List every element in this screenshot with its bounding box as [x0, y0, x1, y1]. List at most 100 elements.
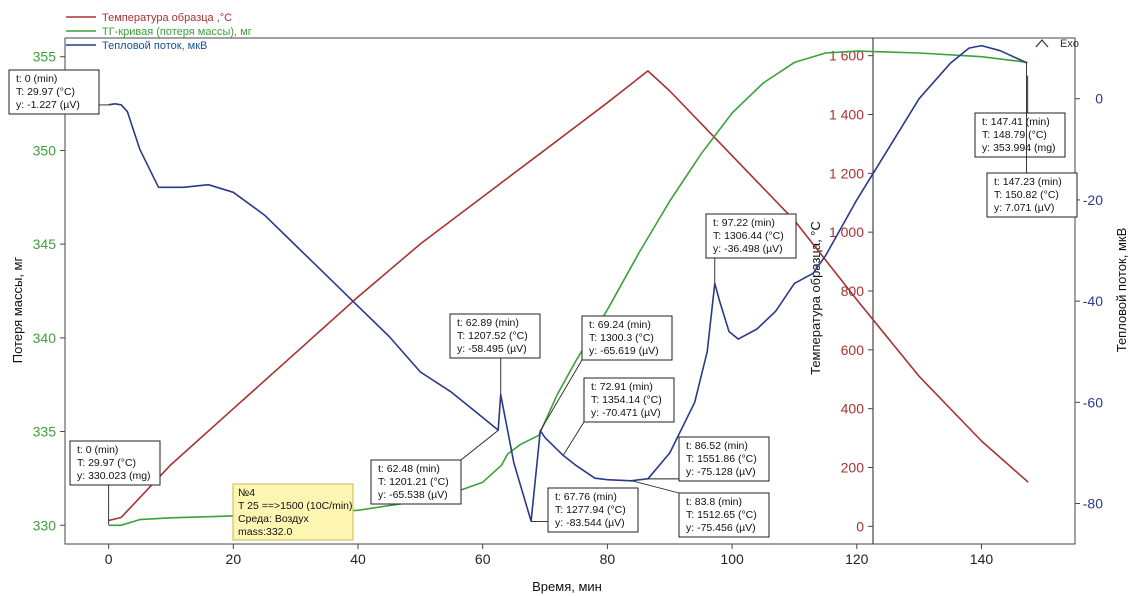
x-axis-title: Время, мин [532, 579, 602, 594]
annotation-box [449, 313, 541, 359]
info-box-frame [232, 483, 354, 541]
annotation-text: T: 29.97 (°C) [77, 457, 136, 469]
series-layer [108, 44, 1029, 527]
info-line-1: №4 [238, 487, 255, 499]
info-box: №4 T 25 ==>1500 (10C/min) Среда: Воздух … [232, 483, 354, 541]
annotation-text: T: 1512.65 (°C) [686, 509, 757, 521]
annotation-text: y: -65.538 (µV) [378, 489, 448, 501]
annotation-leader [539, 359, 583, 431]
annotation-box [370, 459, 462, 505]
exo-arrow-icon [1035, 39, 1049, 48]
mass-axis-title: Потеря массы, мг [10, 257, 25, 364]
annotation-text: T: 1306.44 (°C) [713, 230, 784, 242]
annotation-text: y: 330.023 (mg) [77, 470, 151, 482]
x-tick-label: 40 [350, 551, 366, 567]
plot-frame [64, 37, 1076, 545]
annotation-text: t: 0 (min) [16, 73, 57, 85]
legend-label-temperature: Температура образца ,°C [102, 12, 232, 24]
annotation-box [705, 213, 797, 259]
flow-tick-label: -80 [1083, 496, 1103, 512]
flow-tick-label: -40 [1083, 293, 1103, 309]
info-line-4: mass:332.0 [238, 526, 292, 538]
annotation-box [547, 487, 639, 533]
temp-tick-label: 1 000 [829, 224, 864, 240]
flow-tick-label: -60 [1083, 394, 1103, 410]
annotation-text: T: 1300.3 (°C) [589, 332, 654, 344]
exo-indicator: Exo [1035, 38, 1079, 50]
annotation-box [974, 112, 1066, 158]
mass-tick-label: 340 [33, 330, 57, 346]
annotation-text: t: 69.24 (min) [589, 319, 651, 331]
mass-tick-label: 330 [33, 517, 57, 533]
mass-axis-ticks: 330 335 340 345 350 355 [33, 49, 65, 533]
annotation-box [8, 69, 100, 115]
info-line-3: Среда: Воздух [238, 513, 310, 525]
annotation-text: y: -75.456 (µV) [686, 522, 756, 534]
sample-temperature-line [108, 70, 1029, 522]
temp-tick-label: 200 [841, 460, 865, 476]
x-tick-label: 120 [845, 551, 869, 567]
annotation-text: t: 86.52 (min) [686, 440, 748, 452]
legend-label-tg: ТГ-кривая (потеря массы), мг [102, 26, 252, 38]
annotation-text: t: 83.8 (min) [686, 496, 742, 508]
annotation-text: y: -65.619 (µV) [589, 345, 659, 357]
legend: Температура образца ,°C ТГ-кривая (потер… [66, 12, 252, 52]
x-tick-label: 0 [105, 551, 113, 567]
mass-tick-label: 355 [33, 49, 57, 65]
annotation-text: t: 62.48 (min) [378, 463, 440, 475]
annotation-box [69, 440, 161, 486]
annotation-text: y: 7.071 (µV) [994, 202, 1054, 214]
temp-axis-ticks: 0 200 400 600 800 1 000 1 200 1 400 1 600 [829, 48, 873, 534]
flow-tick-label: 0 [1095, 91, 1103, 107]
annotation-text: T: 148.79 (°C) [982, 129, 1047, 141]
annotation-text: t: 72.91 (min) [591, 381, 653, 393]
temp-tick-label: 1 200 [829, 165, 864, 181]
mass-tick-label: 345 [33, 236, 57, 252]
temp-tick-label: 800 [841, 283, 865, 299]
flow-axis-title: Тепловой поток, мкВ [1114, 228, 1129, 353]
annotation-text: t: 97.22 (min) [713, 217, 775, 229]
tg-mass-loss-line [108, 50, 1028, 527]
temp-axis-title: Температура образца, °C [808, 221, 823, 375]
time-axis-ticks: 0 20 40 60 80 100 120 140 [105, 544, 993, 567]
annotation-text: T: 1551.86 (°C) [686, 453, 757, 465]
heat-flow-line [108, 44, 1027, 522]
annotation-text: t: 147.41 (min) [982, 116, 1050, 128]
x-tick-label: 80 [600, 551, 616, 567]
annotation-leader [630, 480, 680, 494]
annotation-text: y: -58.495 (µV) [457, 343, 527, 355]
annotation-text: y: -1.227 (µV) [16, 99, 80, 111]
temp-tick-label: 1 400 [829, 106, 864, 122]
annotation-leader [460, 429, 499, 461]
x-tick-label: 20 [226, 551, 242, 567]
mass-tick-label: 335 [33, 424, 57, 440]
annotation-box [678, 436, 770, 482]
temp-tick-label: 0 [856, 518, 864, 534]
annotation-box [583, 377, 675, 423]
flow-axis-ticks: 0 -20 -40 -60 -80 [1075, 91, 1103, 512]
annotation-text: T: 150.82 (°C) [994, 189, 1059, 201]
annotation-text: t: 0 (min) [77, 444, 118, 456]
info-line-2: T 25 ==>1500 (10C/min) [238, 500, 353, 512]
legend-label-heat-flow: Тепловой поток, мкВ [102, 40, 207, 52]
annotation-text: t: 67.76 (min) [555, 491, 617, 503]
temp-tick-label: 400 [841, 401, 865, 417]
annotation-box [678, 492, 770, 538]
temp-tick-label: 600 [841, 342, 865, 358]
annotation-box [986, 172, 1078, 218]
annotation-text: T: 1354.14 (°C) [591, 394, 662, 406]
annotation-text: T: 1201.21 (°C) [378, 476, 449, 488]
annotation-text: y: -36.498 (µV) [713, 243, 783, 255]
annotation-text: y: 353.994 (mg) [982, 142, 1056, 154]
annotation-text: T: 1207.52 (°C) [457, 330, 528, 342]
annotation-layer: t: 0 (min)T: 29.97 (°C)y: -1.227 (µV)t: … [8, 62, 1078, 538]
flow-tick-label: -20 [1083, 192, 1103, 208]
annotation-text: T: 29.97 (°C) [16, 86, 75, 98]
annotation-text: t: 62.89 (min) [457, 317, 519, 329]
x-tick-label: 60 [475, 551, 491, 567]
annotation-text: y: -75.128 (µV) [686, 466, 756, 478]
annotation-text: t: 147.23 (min) [994, 176, 1062, 188]
annotation-box [581, 315, 673, 361]
annotation-leader [562, 421, 585, 456]
